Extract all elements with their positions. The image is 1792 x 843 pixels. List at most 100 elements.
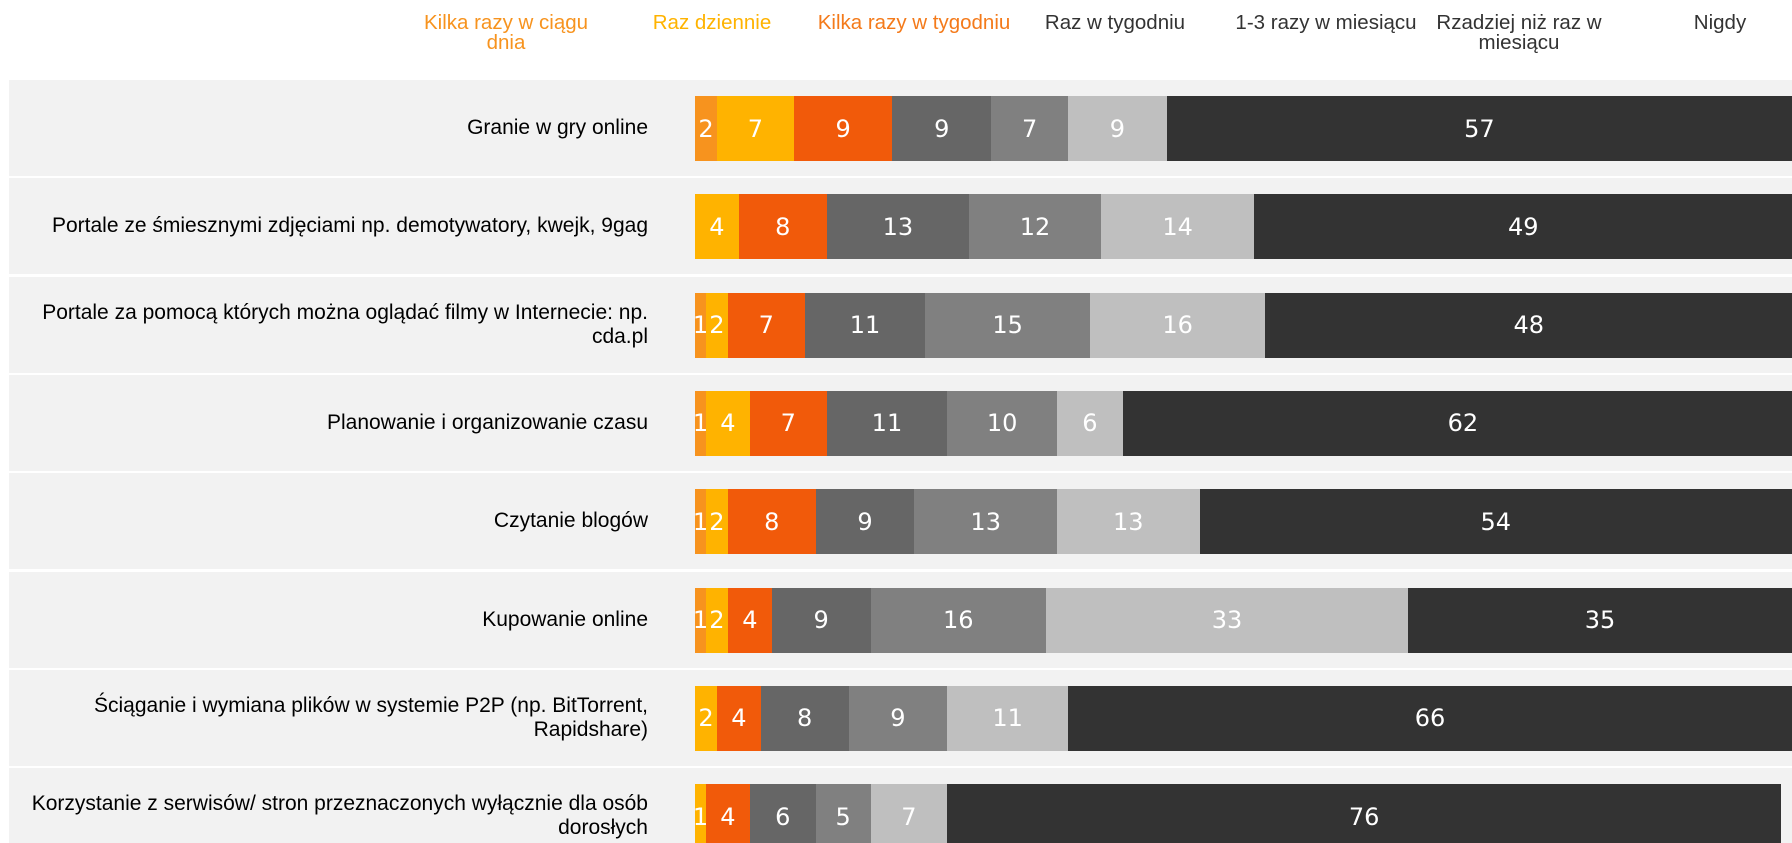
data-label: 57: [1464, 114, 1495, 143]
bar-segment: 1: [692, 390, 709, 456]
legend-entry: Rzadziej niż raz w miesiącu: [1436, 11, 1602, 54]
data-label: 1: [692, 802, 709, 831]
data-label: 5: [835, 802, 851, 831]
bar-segment: 6: [749, 784, 816, 843]
data-label: 11: [849, 311, 881, 340]
bar-segment: 8: [760, 685, 849, 751]
bar-segment: 57: [1166, 96, 1792, 161]
bar-segment: 11: [947, 685, 1068, 751]
bar-segment: 7: [716, 96, 794, 161]
bar-segment: 7: [870, 784, 948, 843]
bar-segment: 13: [1057, 489, 1200, 555]
bar-segment: 2: [705, 489, 728, 555]
data-label: 10: [986, 409, 1018, 438]
data-label: 7: [780, 409, 796, 438]
bar-segment: 76: [947, 784, 1782, 843]
data-label: 4: [709, 212, 725, 241]
bar-segment: 7: [727, 292, 805, 358]
category-label: Portale za pomocą których można oglądać …: [42, 300, 648, 348]
data-label: 13: [970, 507, 1001, 536]
data-label: 15: [992, 311, 1023, 340]
bar-segment: 16: [1089, 292, 1266, 358]
bar-segment: 7: [991, 96, 1068, 161]
bar-segment: 6: [1057, 390, 1123, 456]
bar-segment: 11: [826, 390, 948, 456]
data-label: 8: [775, 212, 791, 241]
data-label: 12: [1019, 212, 1051, 241]
bar-segment: 10: [947, 390, 1057, 456]
bar-segment: 1: [692, 784, 709, 843]
bar-segment: 9: [892, 96, 992, 161]
bar-segment: 35: [1408, 587, 1792, 653]
bar-segment: 4: [705, 390, 750, 456]
bar-segment: 4: [727, 587, 772, 653]
data-label: 4: [720, 409, 736, 438]
data-label: 6: [1082, 409, 1098, 438]
data-label: 8: [797, 704, 813, 733]
bar-segment: 49: [1254, 194, 1792, 260]
bar-segment: 48: [1265, 292, 1792, 358]
bar-segment: 9: [771, 587, 871, 653]
data-label: 1: [692, 409, 709, 438]
data-label: 6: [775, 802, 791, 831]
data-label: 35: [1584, 606, 1616, 634]
data-label: 48: [1513, 311, 1544, 340]
data-label: 7: [901, 802, 917, 831]
bar-segment: 11: [804, 292, 926, 358]
data-label: 4: [742, 606, 758, 634]
bar-segment: 2: [695, 96, 717, 161]
data-label: 7: [1021, 114, 1038, 143]
bar-segment: 4: [716, 685, 761, 751]
bar-segment: 7: [749, 390, 827, 456]
data-label: 13: [882, 212, 914, 241]
category-label: Kupowanie online: [482, 607, 648, 631]
data-label: 9: [813, 606, 829, 634]
data-label: 54: [1480, 507, 1512, 536]
bar-segment: 5: [815, 784, 871, 843]
legend-entry: Raz dziennie: [652, 11, 772, 34]
data-label: 11: [992, 704, 1023, 733]
data-label: 76: [1348, 802, 1380, 831]
legend-entry: Kilka razy w ciągu dnia: [423, 11, 589, 54]
data-label: 16: [1162, 311, 1193, 340]
bar-segment: 1: [693, 489, 708, 555]
data-label: 9: [890, 704, 906, 733]
bar-segment: 1: [693, 587, 708, 653]
bar-segment: 13: [914, 489, 1057, 555]
bar-segment: 14: [1100, 194, 1255, 260]
bar-segment: 9: [793, 96, 893, 161]
bar-segment: 9: [1067, 96, 1167, 161]
data-label: 66: [1414, 704, 1446, 733]
data-label: 2: [709, 311, 725, 340]
bar-segment: 8: [738, 194, 827, 260]
data-label: 13: [1113, 507, 1144, 536]
data-label: 49: [1507, 212, 1539, 241]
data-label: 33: [1211, 606, 1243, 634]
bar-segment: 2: [705, 587, 728, 653]
legend-entry: 1-3 razy w miesiącu: [1235, 11, 1417, 34]
bar-segment: 12: [969, 194, 1101, 260]
category-label: Korzystanie z serwisów/ stron przeznaczo…: [31, 792, 648, 840]
bar-segment: 8: [727, 489, 816, 555]
legend-entry: Raz w tygodniu: [1044, 11, 1186, 34]
bar-segment: 66: [1067, 685, 1792, 751]
bar-segment: 4: [705, 784, 750, 843]
bar-segment: 33: [1046, 587, 1409, 653]
data-label: 9: [857, 507, 873, 536]
data-label: 2: [698, 704, 714, 733]
data-label: 2: [709, 507, 725, 536]
bar-segment: 2: [695, 685, 717, 751]
data-label: 4: [720, 802, 736, 831]
data-label: 8: [764, 507, 780, 536]
data-label: 9: [934, 114, 950, 143]
data-label: 2: [698, 114, 714, 143]
category-label: Ściąganie i wymiana plików w systemie P2…: [93, 693, 648, 741]
data-label: 7: [747, 114, 763, 143]
bar-segment: 9: [848, 685, 948, 751]
data-label: 4: [731, 704, 747, 733]
data-label: 11: [871, 409, 903, 438]
data-label: 9: [1109, 114, 1125, 143]
data-label: 62: [1447, 409, 1479, 438]
category-label: Portale ze śmiesznymi zdjęciami np. demo…: [51, 214, 648, 238]
